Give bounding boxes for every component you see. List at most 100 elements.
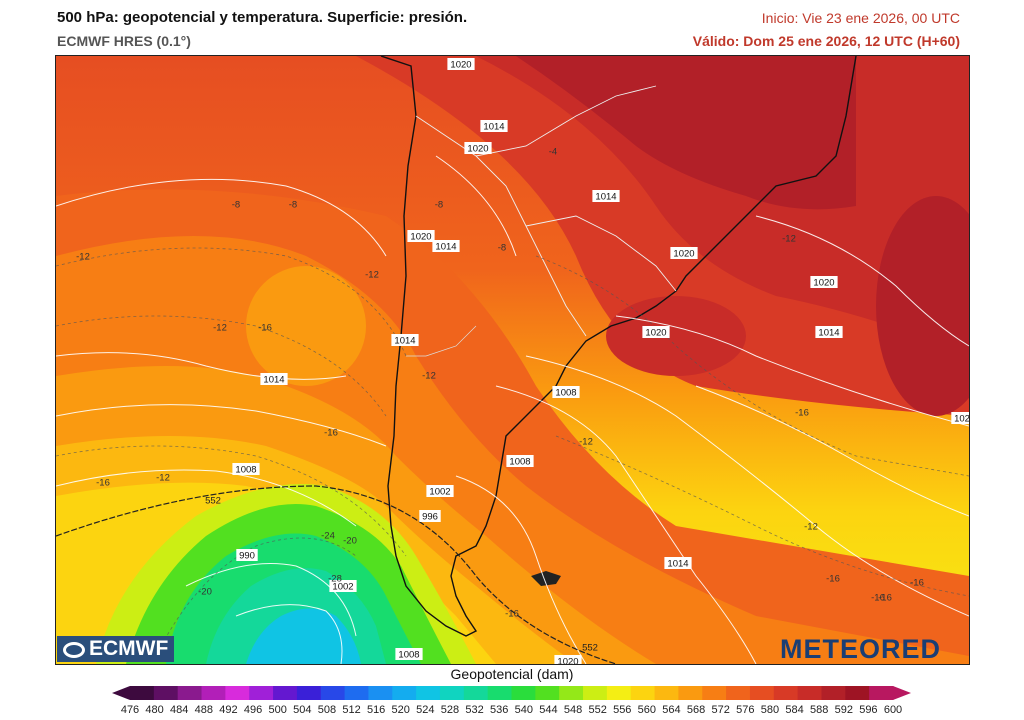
- colorbar-tick-label: 592: [834, 704, 853, 716]
- colorbar-tick-label: 580: [760, 704, 780, 716]
- colorbar-swatch: [606, 686, 632, 700]
- isobar-label-box: [592, 190, 620, 202]
- ecmwf-logo: ECMWF: [57, 636, 175, 662]
- isobar-label: 1020: [673, 249, 694, 260]
- isobar-label: 1014: [483, 122, 504, 133]
- isotherm-label: -16: [96, 478, 110, 489]
- isobar-label-box: [419, 510, 441, 522]
- colorbar-swatch: [439, 686, 465, 700]
- isotherm-label: -8: [435, 200, 443, 211]
- colorbar-tick-label: 532: [465, 704, 484, 716]
- colorbar-tick-label: 600: [883, 704, 903, 716]
- isobar-label: 1014: [595, 192, 616, 203]
- colorbar-tick-label: 512: [342, 704, 361, 716]
- colorbar-swatch: [177, 686, 203, 700]
- isobar-label-box: [447, 58, 475, 70]
- isobar-label-box: [506, 455, 534, 467]
- colorbar-min-arrow: [112, 686, 130, 700]
- isobar-label-box: [642, 326, 670, 338]
- isobar-label: 1008: [398, 650, 419, 661]
- colorbar-tick-label: 536: [490, 704, 509, 716]
- isotherm-label: -4: [549, 147, 557, 158]
- colorbar-tick-label: 488: [194, 704, 214, 716]
- isotherm-label: -12: [365, 270, 379, 281]
- isotherm-label: -12: [804, 522, 818, 533]
- isotherm-label: -20: [343, 536, 357, 547]
- isobar-label-box: [432, 240, 460, 252]
- colorbar-tick-label: 584: [785, 704, 804, 716]
- colorbar-swatch: [535, 686, 560, 700]
- isotherm-label: -20: [198, 587, 212, 598]
- isobar-label-box: [232, 463, 260, 475]
- isobar-label-box: [426, 485, 454, 497]
- colorbar-tick-label: 528: [440, 704, 460, 716]
- isotherm-label: -16: [910, 578, 924, 589]
- isobar-label: 1002: [429, 487, 450, 498]
- colorbar-tick-label: 564: [662, 704, 681, 716]
- colorbar-tick-label: 556: [613, 704, 632, 716]
- height-contour-label: 552: [205, 496, 221, 507]
- model-name: ECMWF HRES (0.1°): [57, 33, 191, 49]
- colorbar-tick-label: 588: [809, 704, 829, 716]
- colorbar-swatch: [559, 686, 584, 700]
- isotherm-label: -8: [498, 243, 506, 254]
- colorbar-swatch: [630, 686, 656, 700]
- ecmwf-mark-icon: [63, 642, 85, 658]
- isobar-label-box: [664, 557, 692, 569]
- colorbar-swatch: [296, 686, 322, 700]
- isobar-label: 1020: [557, 657, 578, 665]
- isobar-label: 1002: [332, 582, 353, 593]
- isobar-label-box: [395, 648, 423, 660]
- isotherm-label: -12: [156, 473, 170, 484]
- isotherm-label: -8: [232, 200, 240, 211]
- isotherm-label: -12: [782, 234, 796, 245]
- colorbar-labels: 476 480 484 488 492 496 500 504 508 512 516 520 524 5…: [0, 704, 1024, 718]
- map-canvas: 1020 1014 1020 1014 1020 1020 1014 1020 1020 1014…: [56, 56, 969, 664]
- colorbar-swatch: [344, 686, 369, 700]
- isobar-label-box: [552, 386, 580, 398]
- colorbar-swatch: [392, 686, 417, 700]
- isobar-label-box: [815, 326, 843, 338]
- weather-map[interactable]: 1020 1014 1020 1014 1020 1020 1014 1020 1020 1014…: [55, 55, 970, 665]
- colorbar-tick-label: 484: [170, 704, 189, 716]
- isobar-label: 1008: [235, 465, 256, 476]
- init-time: Inicio: Vie 23 ene 2026, 00 UTC: [761, 10, 960, 26]
- colorbar-tick-label: 520: [391, 704, 410, 716]
- isotherm-label: -16: [324, 428, 338, 439]
- colorbar-swatch: [702, 686, 727, 700]
- colorbar-swatch: [130, 686, 155, 700]
- isobar-label-box: [329, 580, 357, 592]
- isobar-label: 996: [422, 512, 438, 523]
- colorbar-tick-label: 544: [539, 704, 558, 716]
- isobar-label: 1014: [818, 328, 839, 339]
- colorbar-swatch: [726, 686, 751, 700]
- colorbar: [112, 686, 911, 700]
- colorbar-tick-label: 560: [637, 704, 657, 716]
- colorbar-swatch: [749, 686, 775, 700]
- colorbar-swatch: [869, 686, 894, 700]
- isobar-label-box: [951, 412, 969, 424]
- colorbar-swatch: [797, 686, 822, 700]
- isobar-label-box: [464, 142, 492, 154]
- isobar-label: 1008: [509, 457, 530, 468]
- colorbar-tick-label: 492: [219, 704, 238, 716]
- isotherm-label: -24: [321, 531, 335, 542]
- colorbar-tick-label: 572: [711, 704, 730, 716]
- colorbar-swatch: [249, 686, 274, 700]
- isobar-label: 1008: [555, 388, 576, 399]
- colorbar-tick-label: 500: [268, 704, 287, 716]
- colorbar-swatch: [678, 686, 703, 700]
- isobar-label: 1020: [645, 328, 666, 339]
- isobar-label: 990: [239, 551, 255, 562]
- map-title: 500 hPa: geopotencial y temperatura. Sup…: [57, 9, 468, 26]
- isotherm-label: -12: [422, 371, 436, 382]
- colorbar-tick-label: 516: [366, 704, 386, 716]
- height-contour-label: 552: [582, 643, 598, 654]
- isotherm-label: -16: [505, 609, 519, 620]
- ecmwf-logo-text: ECMWF: [89, 637, 169, 660]
- colorbar-swatch: [368, 686, 393, 700]
- isobar-label: 1020: [410, 232, 431, 243]
- colorbar-swatch: [225, 686, 250, 700]
- colorbar-tick-label: 496: [243, 704, 263, 716]
- isobar-label: 1020: [813, 278, 834, 289]
